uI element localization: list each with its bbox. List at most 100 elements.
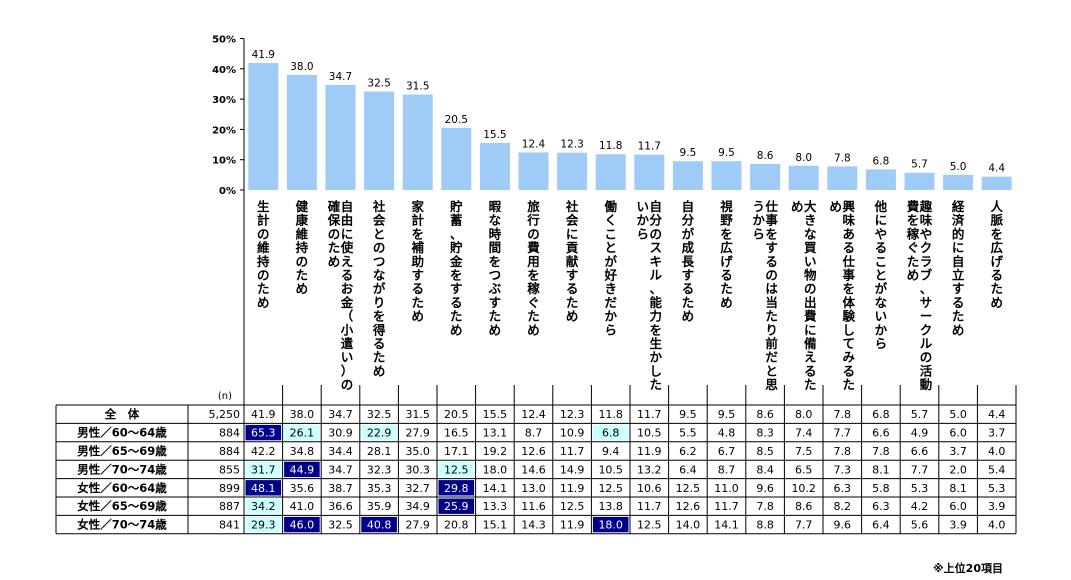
category-label-char: 仕 xyxy=(842,254,856,269)
table-cell: 27.9 xyxy=(405,427,430,440)
table-cell: 6.8 xyxy=(602,427,620,440)
category-label-char: 験 xyxy=(843,309,856,324)
category-label-char: 確 xyxy=(328,199,341,214)
table-cell: 22.9 xyxy=(367,427,392,440)
bar xyxy=(248,63,279,190)
category-label-char: と xyxy=(604,240,617,255)
table-cell: 41.0 xyxy=(290,500,315,513)
table-cell: 2.0 xyxy=(949,463,967,476)
table-cell: 46.0 xyxy=(290,519,315,532)
bars xyxy=(248,63,1012,190)
breakdown-table: (n) 全 体 5,250 41.9 38.0 34.7 32.5 31.5 20.5 15.5 1… xyxy=(55,60,1017,535)
table-cell: 14.1 xyxy=(483,482,508,495)
table-cell: 31.7 xyxy=(251,463,276,476)
category-label-char: し xyxy=(843,322,856,337)
category-label-char: る xyxy=(843,363,856,378)
category-label-char: る xyxy=(341,268,354,283)
category-label-char: な xyxy=(804,226,817,241)
table-cell: 3.7 xyxy=(988,427,1006,440)
category-label-char: が xyxy=(875,281,888,296)
category-label-char: め xyxy=(527,322,540,337)
category-label-char: め xyxy=(328,254,341,269)
highlight-cell xyxy=(361,424,397,441)
table-cell: 6.7 xyxy=(718,445,736,458)
category-label-char: 遣 xyxy=(341,336,354,351)
category-label-char: 味 xyxy=(843,213,856,228)
category-label-char: と xyxy=(875,268,888,283)
category-label-char: 、 xyxy=(650,281,663,296)
category-label-char: か xyxy=(637,213,650,228)
table-cell: 3.7 xyxy=(949,445,967,458)
table-cell: 25.9 xyxy=(444,500,469,513)
category-label-char: 金 xyxy=(449,254,463,269)
category-label-char: い xyxy=(341,350,354,365)
highlight-cell xyxy=(245,424,282,441)
category-label-char: や xyxy=(875,226,888,241)
category-label-char: が xyxy=(604,254,617,269)
category-label-char: 、 xyxy=(450,226,463,241)
category-label-char: 康 xyxy=(296,213,309,228)
category-label-char: 蓄 xyxy=(450,213,463,228)
table-cell: 8.4 xyxy=(756,463,774,476)
table-cell: 5.8 xyxy=(872,482,890,495)
category-label-char: き xyxy=(804,213,817,228)
table-cell: 9.5 xyxy=(718,408,736,421)
table-cell: 4.0 xyxy=(988,445,1006,458)
category-label-char: と xyxy=(373,226,386,241)
category-label-char: 得 xyxy=(372,322,386,337)
y-tick-label: 0% xyxy=(219,186,236,197)
table-cell: 19.2 xyxy=(483,445,508,458)
category-label-char: ス xyxy=(650,240,663,255)
table-cell: 13.1 xyxy=(483,427,508,440)
table-cell: 13.2 xyxy=(637,463,662,476)
highlight-cell xyxy=(284,461,320,478)
category-label-char: 当 xyxy=(765,295,778,310)
category-label-char: の xyxy=(328,226,341,241)
category-label-char: 済 xyxy=(952,213,965,228)
table-cell: 10.6 xyxy=(637,482,662,495)
bar-value-label: 7.8 xyxy=(834,152,851,164)
category-label-char: 持 xyxy=(296,240,309,255)
category-label-char: 家 xyxy=(411,199,424,214)
category-label-char: 分 xyxy=(650,213,663,228)
table-cell: 5.3 xyxy=(988,482,1006,495)
bar-value-label: 4.4 xyxy=(988,163,1005,175)
bar xyxy=(981,176,1012,190)
category-label-char: ぐ xyxy=(907,240,920,255)
category-label-char: た xyxy=(952,309,965,324)
category-label-char: か xyxy=(752,213,765,228)
category-label-char: の xyxy=(765,268,778,283)
category-label-char: サ xyxy=(920,295,933,310)
table-cell: 7.7 xyxy=(795,519,813,532)
category-label-char: え xyxy=(341,254,354,269)
category-label-char: キ xyxy=(650,254,663,269)
table-cell: 6.0 xyxy=(949,500,967,513)
bar-value-label: 31.5 xyxy=(406,81,429,93)
category-label-char: 自 xyxy=(952,254,965,269)
table-cell: 38.0 xyxy=(290,408,315,421)
y-tick-label: 50% xyxy=(212,35,236,46)
table-cell: 13.0 xyxy=(521,482,546,495)
highlight-cell xyxy=(245,461,282,478)
table-cell: 32.5 xyxy=(328,519,353,532)
table-cell: 11.9 xyxy=(560,519,585,532)
row-label: 女性／70～74歳 xyxy=(77,518,167,532)
category-label-char: る xyxy=(804,363,817,378)
bar-value-label: 20.5 xyxy=(445,114,468,126)
row-n: 884 xyxy=(219,427,240,440)
category-label-char: る xyxy=(411,281,424,296)
category-label-char: な xyxy=(373,268,386,283)
row-n: 855 xyxy=(219,463,240,476)
table-cell: 7.8 xyxy=(834,408,852,421)
category-label-char: め xyxy=(682,309,695,324)
category-label-char: ら xyxy=(752,226,765,241)
category-label-char: た xyxy=(566,295,579,310)
category-label-char: う xyxy=(752,199,765,214)
category-label-char: る xyxy=(843,240,856,255)
